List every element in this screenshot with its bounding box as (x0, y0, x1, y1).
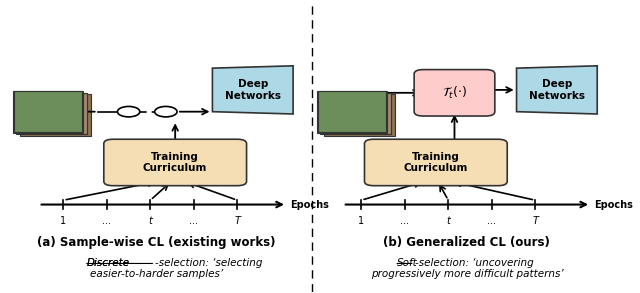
Text: Discrete: Discrete (87, 258, 130, 268)
FancyBboxPatch shape (364, 139, 508, 186)
Text: Epochs: Epochs (594, 200, 633, 209)
Text: easier-to-harder samples’: easier-to-harder samples’ (90, 269, 223, 279)
Text: 1: 1 (60, 216, 67, 226)
Text: Training
Curriculum: Training Curriculum (404, 152, 468, 173)
Text: t: t (148, 216, 152, 226)
Text: (b) Generalized CL (ours): (b) Generalized CL (ours) (383, 236, 550, 249)
FancyBboxPatch shape (13, 91, 83, 132)
Text: Epochs: Epochs (290, 200, 329, 209)
Text: Deep
Networks: Deep Networks (529, 79, 585, 101)
FancyBboxPatch shape (317, 91, 387, 132)
Text: ...: ... (102, 216, 111, 226)
Text: ...: ... (401, 216, 410, 226)
Text: t: t (446, 216, 450, 226)
Text: T: T (234, 216, 240, 226)
Text: $\mathcal{T}_t(\cdot)$: $\mathcal{T}_t(\cdot)$ (442, 85, 467, 101)
FancyBboxPatch shape (14, 91, 82, 132)
Text: 1: 1 (358, 216, 364, 226)
Text: T: T (532, 216, 538, 226)
Polygon shape (516, 66, 597, 114)
FancyBboxPatch shape (414, 70, 495, 116)
Text: -selection: ‘selecting: -selection: ‘selecting (156, 258, 263, 268)
Text: -selection: ‘uncovering: -selection: ‘uncovering (415, 258, 534, 268)
FancyBboxPatch shape (318, 91, 386, 132)
Polygon shape (212, 66, 293, 114)
Text: (a) Sample-wise CL (existing works): (a) Sample-wise CL (existing works) (37, 236, 276, 249)
FancyBboxPatch shape (104, 139, 246, 186)
Text: ...: ... (189, 216, 198, 226)
Text: ...: ... (487, 216, 496, 226)
FancyBboxPatch shape (16, 93, 87, 134)
FancyBboxPatch shape (20, 94, 91, 136)
Text: Training
Curriculum: Training Curriculum (143, 152, 207, 173)
Text: progressively more difficult patterns’: progressively more difficult patterns’ (371, 269, 563, 279)
Text: Deep
Networks: Deep Networks (225, 79, 281, 101)
Text: Discrete: Discrete (87, 258, 130, 268)
FancyBboxPatch shape (324, 94, 395, 136)
Text: Soft: Soft (397, 258, 418, 268)
FancyBboxPatch shape (321, 93, 391, 134)
